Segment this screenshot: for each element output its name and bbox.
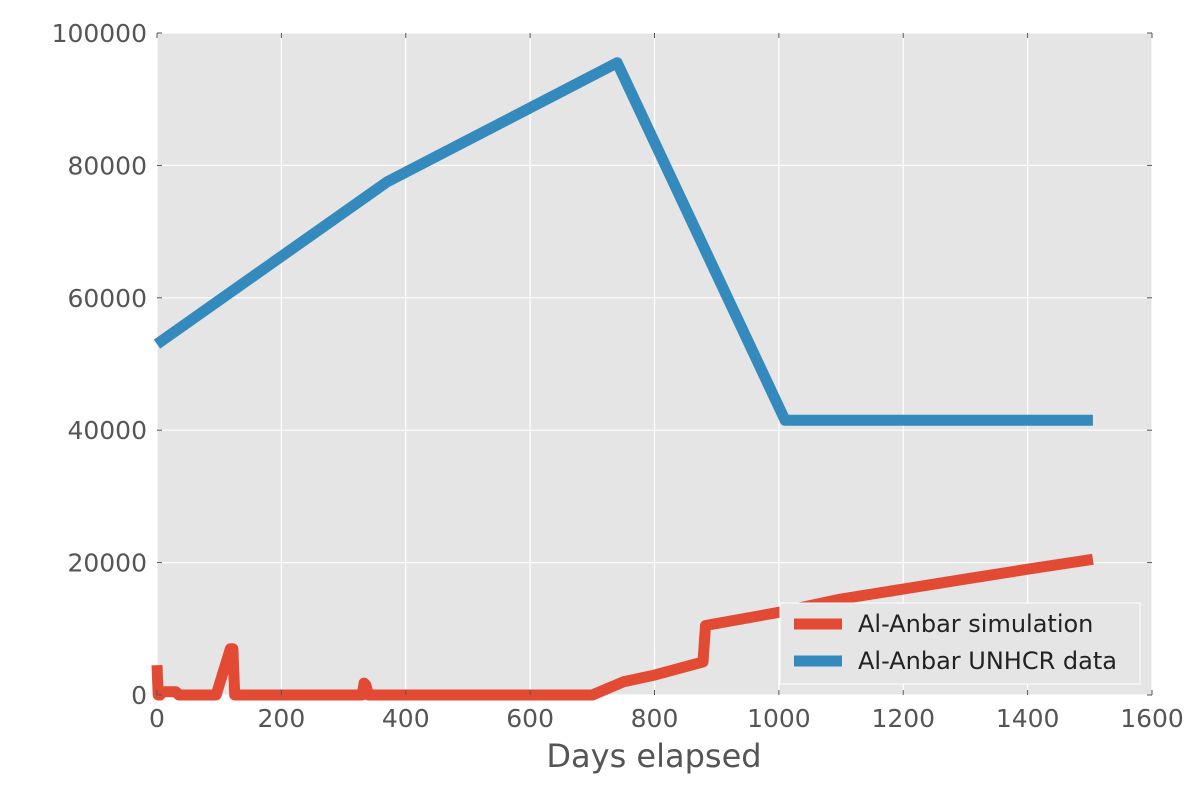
x-tick-label: 800 (631, 704, 679, 733)
y-tick-label: 0 (131, 681, 147, 710)
legend-entry: Al-Anbar simulation (858, 610, 1093, 638)
x-tick-label: 0 (149, 704, 165, 733)
y-tick-label: 80000 (67, 151, 147, 180)
x-tick-label: 600 (506, 704, 554, 733)
axis-ticks: 0 200 400 600 800 1000 1200 1400 1600 0 20000 40000… (52, 19, 1184, 733)
series-line-1 (153, 57, 1093, 426)
y-tick-label: 100000 (52, 19, 147, 48)
y-tick-label: 60000 (67, 284, 147, 313)
x-tick-label: 1400 (996, 704, 1060, 733)
x-tick-label: 1600 (1120, 704, 1184, 733)
legend-entry: Al-Anbar UNHCR data (858, 647, 1117, 675)
legend: Al-Anbar simulation Al-Anbar UNHCR data (779, 602, 1141, 685)
y-tick-label: 40000 (67, 416, 147, 445)
x-tick-label: 200 (258, 704, 306, 733)
x-axis-label: Days elapsed (546, 737, 761, 775)
series-line-0 (151, 553, 1094, 701)
x-tick-label: 1000 (747, 704, 811, 733)
x-tick-label: 1200 (871, 704, 935, 733)
legend-box (779, 602, 1141, 685)
y-tick-label: 20000 (67, 549, 147, 578)
x-tick-label: 400 (382, 704, 430, 733)
series-layer (151, 57, 1094, 701)
